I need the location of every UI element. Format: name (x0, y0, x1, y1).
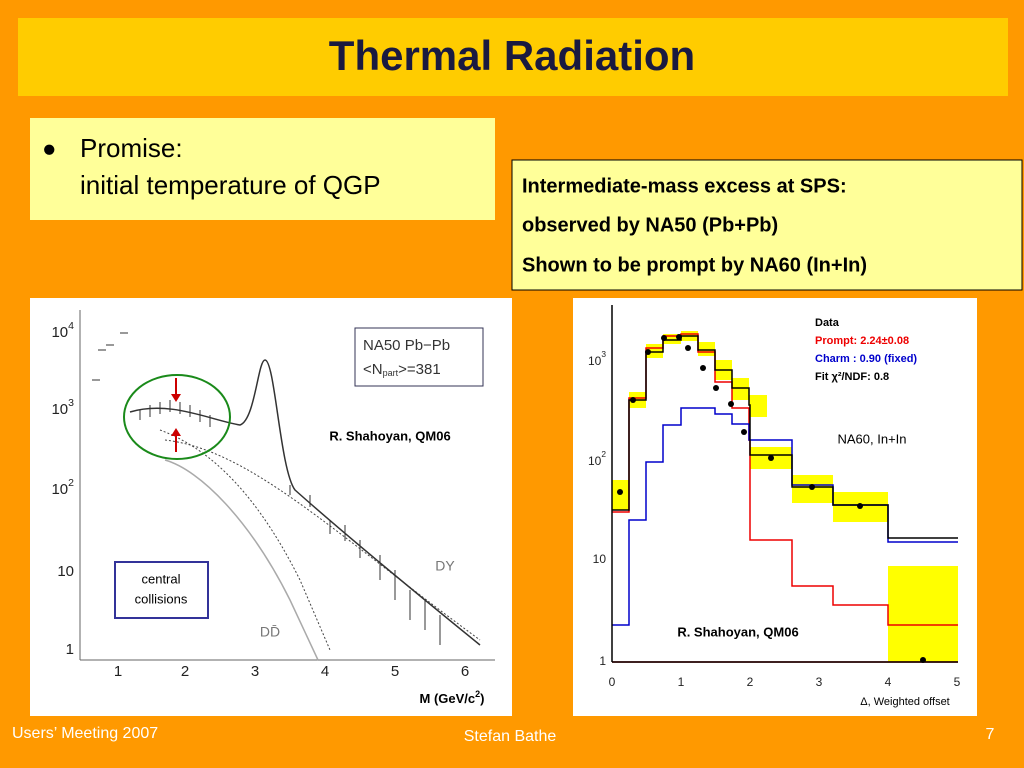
bullet-text: Promise: (80, 133, 183, 163)
info-text: Intermediate-mass excess at SPS: (522, 175, 847, 197)
x-tick-label: 3 (251, 663, 259, 680)
x-axis-label: M (GeV/c2) (420, 689, 485, 706)
title-bar (18, 18, 1008, 96)
bullet-text: initial temperature of QGP (80, 170, 381, 200)
highlight-ellipse (123, 374, 231, 460)
x-ticks: 0 1 2 3 4 5 (609, 675, 961, 689)
curve-label: DY (435, 558, 455, 574)
note: collisions (135, 591, 188, 606)
x-tick-label: 4 (321, 663, 329, 680)
credit: R. Shahoyan, QM06 (329, 428, 450, 443)
bullet-box (30, 118, 495, 220)
curve-label: DD̄ (260, 624, 280, 640)
legend-box (354, 327, 484, 387)
y-tick-label: 1 (599, 654, 606, 668)
x-tick-label: 5 (391, 663, 399, 680)
left-axes (79, 310, 495, 661)
legend-text: Prompt: 2.24±0.08 (815, 335, 909, 347)
note-box (114, 561, 209, 619)
footer-left: Users’ Meeting 2007 (12, 725, 158, 742)
plot-label: NA60, In+In (837, 431, 906, 446)
y-tick-label: 10 (57, 563, 74, 580)
x-tick-label: 6 (461, 663, 469, 680)
y-tick-label: 102 (51, 477, 74, 498)
y-tick-label: 1 (66, 641, 74, 658)
title: Thermal Radiation (329, 32, 695, 79)
x-tick-label: 1 (114, 663, 122, 680)
x-tick-label: 1 (678, 675, 685, 689)
x-tick-label: 2 (181, 663, 189, 680)
y-tick-label: 102 (588, 449, 606, 468)
x-tick-label: 2 (747, 675, 754, 689)
x-tick-label: 3 (816, 675, 823, 689)
legend-text: NA50 Pb−Pb (363, 337, 450, 354)
legend-text: <Npart>=381 (363, 361, 441, 378)
x-axis-label: Δ, Weighted offset (860, 696, 950, 708)
credit: R. Shahoyan, QM06 (677, 624, 798, 639)
y-tick-label: 103 (51, 397, 74, 418)
x-tick-label: 0 (609, 675, 616, 689)
legend-text: Charm : 0.90 (fixed) (815, 353, 917, 365)
x-tick-label: 4 (885, 675, 892, 689)
legend-text: Fit χ²/NDF: 0.8 (815, 371, 889, 383)
info-box (511, 159, 1023, 291)
page-number: 7 (986, 726, 995, 743)
footer-center: Stefan Bathe (464, 728, 557, 745)
y-tick-label: 104 (51, 320, 74, 341)
legend-text: Data (815, 317, 840, 329)
info-text: observed by NA50 (Pb+Pb) (522, 214, 778, 236)
note: central (141, 571, 180, 586)
left-curves (129, 359, 481, 661)
x-tick-label: 5 (954, 675, 961, 689)
right-axes (611, 305, 958, 663)
x-ticks: 1 2 3 4 5 6 (114, 663, 469, 680)
info-text: Shown to be prompt by NA60 (In+In) (522, 254, 867, 276)
left-points (92, 332, 441, 645)
y-tick-label: 103 (588, 349, 606, 368)
bullet-mark: ● (42, 135, 57, 162)
y-tick-label: 10 (593, 552, 607, 566)
